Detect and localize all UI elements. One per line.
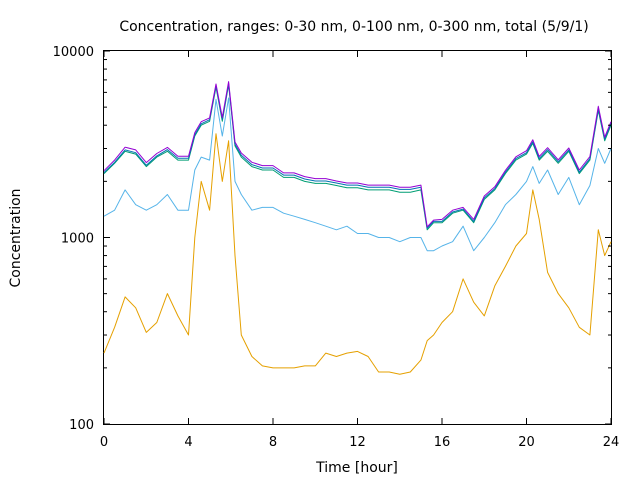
x-tick-label: 4 <box>184 435 192 450</box>
y-tick-label: 10000 <box>53 45 94 60</box>
x-tick-label: 12 <box>349 435 366 450</box>
plot-frame <box>103 50 612 425</box>
x-axis-ticks: 0 4 8 12 16 20 24 <box>100 51 619 450</box>
x-tick-label: 20 <box>518 435 535 450</box>
series-line-0 <box>103 133 612 375</box>
x-tick-label: 0 <box>100 435 108 450</box>
x-tick-label: 24 <box>603 435 620 450</box>
x-axis-title: Time [hour] <box>315 460 398 476</box>
y-axis-title: Concentration <box>8 188 24 287</box>
y-tick-label: 100 <box>69 418 94 433</box>
series-line-3 <box>103 82 612 229</box>
series-line-4 <box>103 81 612 228</box>
series-group <box>103 81 612 375</box>
series-line-2 <box>103 84 612 231</box>
y-axis-ticks: 100 1000 10000 <box>53 45 611 433</box>
chart-title: Concentration, ranges: 0-30 nm, 0-100 nm… <box>119 19 588 35</box>
y-tick-label: 1000 <box>61 232 94 247</box>
x-tick-label: 16 <box>434 435 451 450</box>
x-tick-label: 8 <box>269 435 277 450</box>
series-line-1 <box>103 97 612 252</box>
